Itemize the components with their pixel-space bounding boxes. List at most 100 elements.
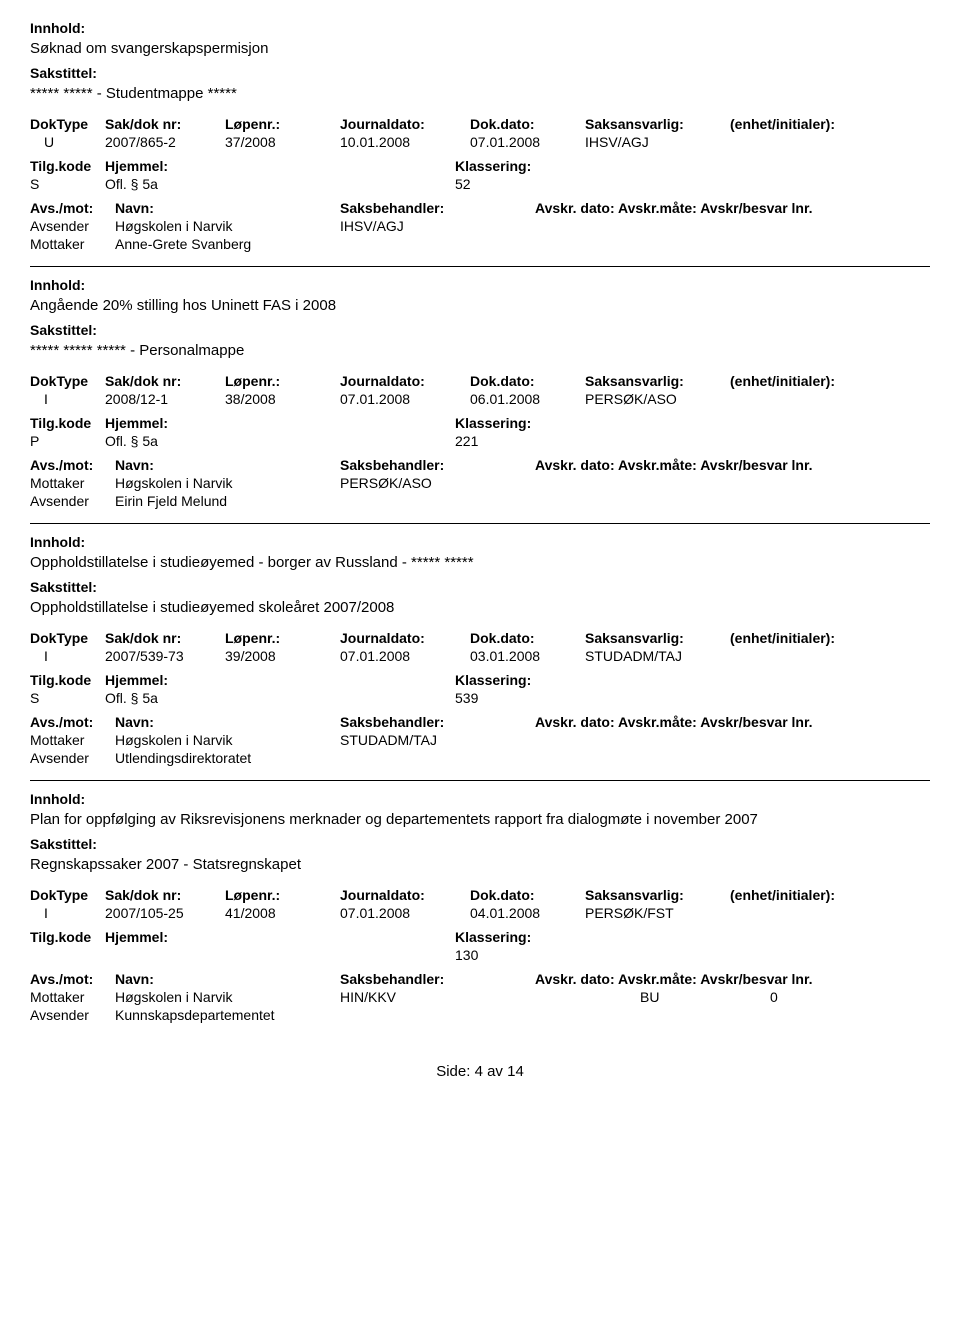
party-name: Høgskolen i Narvik — [115, 475, 340, 491]
meta-values: U 2007/865-2 37/2008 10.01.2008 07.01.20… — [30, 134, 930, 150]
avskr-dato — [535, 475, 640, 491]
v-tilgkode: S — [30, 690, 105, 706]
party-role: Avsender — [30, 218, 115, 234]
h-klassering: Klassering: — [455, 929, 590, 945]
hjemmel-values: S Ofl. § 5a 52 — [30, 176, 930, 192]
meta-values: I 2007/105-25 41/2008 07.01.2008 04.01.2… — [30, 905, 930, 921]
party-row: Mottaker Høgskolen i Narvik PERSØK/ASO — [30, 475, 930, 491]
hjemmel-headers: Tilg.kode Hjemmel: Klassering: — [30, 672, 930, 688]
h-avskr: Avskr. dato: Avskr.måte: Avskr/besvar ln… — [535, 971, 930, 987]
h-journaldato: Journaldato: — [340, 887, 470, 903]
party-name: Kunnskapsdepartementet — [115, 1007, 340, 1023]
h-lopenr: Løpenr.: — [225, 887, 340, 903]
journal-entry: Innhold: Oppholdstillatelse i studieøyem… — [30, 523, 930, 766]
avskr-dato — [535, 1007, 640, 1023]
h-saksbehandler: Saksbehandler: — [340, 714, 535, 730]
party-headers: Avs./mot: Navn: Saksbehandler: Avskr. da… — [30, 457, 930, 473]
innhold-text: Plan for oppfølging av Riksrevisjonens m… — [30, 811, 930, 828]
innhold-label: Innhold: — [30, 534, 930, 550]
party-row: Mottaker Anne-Grete Svanberg — [30, 236, 930, 252]
party-handler: STUDADM/TAJ — [340, 732, 535, 748]
avskr-lnr — [770, 493, 830, 509]
avskr-mate — [640, 750, 770, 766]
v-journaldato: 07.01.2008 — [340, 391, 470, 407]
sakstittel-text: ***** ***** - Studentmappe ***** — [30, 85, 930, 102]
page-footer: Side: 4 av 14 — [30, 1063, 930, 1080]
h-hjemmel: Hjemmel: — [105, 929, 455, 945]
party-row: Avsender Utlendingsdirektoratet — [30, 750, 930, 766]
party-name: Anne-Grete Svanberg — [115, 236, 340, 252]
party-row: Mottaker Høgskolen i Narvik STUDADM/TAJ — [30, 732, 930, 748]
v-dokdato: 07.01.2008 — [470, 134, 585, 150]
v-sakdok: 2008/12-1 — [105, 391, 225, 407]
avskr-mate — [640, 1007, 770, 1023]
party-role: Avsender — [30, 1007, 115, 1023]
v-sakdok: 2007/865-2 — [105, 134, 225, 150]
innhold-label: Innhold: — [30, 20, 930, 36]
v-tilgkode — [30, 947, 105, 963]
entry-divider — [30, 266, 930, 267]
avskr-lnr — [770, 750, 830, 766]
h-saksbehandler: Saksbehandler: — [340, 200, 535, 216]
v-enhet — [730, 134, 930, 150]
innhold-text: Søknad om svangerskapspermisjon — [30, 40, 930, 57]
v-saksansvarlig: PERSØK/ASO — [585, 391, 730, 407]
v-doktype: I — [30, 391, 105, 407]
party-handler: PERSØK/ASO — [340, 475, 535, 491]
h-avskr: Avskr. dato: Avskr.måte: Avskr/besvar ln… — [535, 714, 930, 730]
h-enhet: (enhet/initialer): — [730, 373, 930, 389]
sakstittel-label: Sakstittel: — [30, 65, 930, 81]
h-navn: Navn: — [115, 200, 340, 216]
h-avsmot: Avs./mot: — [30, 971, 115, 987]
avskr-lnr: 0 — [770, 989, 830, 1005]
h-saksansvarlig: Saksansvarlig: — [585, 373, 730, 389]
journal-entry: Innhold: Plan for oppfølging av Riksrevi… — [30, 780, 930, 1023]
h-journaldato: Journaldato: — [340, 373, 470, 389]
h-saksbehandler: Saksbehandler: — [340, 457, 535, 473]
v-hjemmel: Ofl. § 5a — [105, 433, 455, 449]
party-handler: HIN/KKV — [340, 989, 535, 1005]
avskr-dato — [535, 236, 640, 252]
h-navn: Navn: — [115, 714, 340, 730]
h-lopenr: Løpenr.: — [225, 630, 340, 646]
h-avsmot: Avs./mot: — [30, 200, 115, 216]
h-klassering: Klassering: — [455, 158, 590, 174]
party-row: Avsender Høgskolen i Narvik IHSV/AGJ — [30, 218, 930, 234]
h-dokdato: Dok.dato: — [470, 887, 585, 903]
h-dokdato: Dok.dato: — [470, 630, 585, 646]
h-sakdok: Sak/dok nr: — [105, 373, 225, 389]
party-role: Mottaker — [30, 732, 115, 748]
h-lopenr: Løpenr.: — [225, 116, 340, 132]
h-saksansvarlig: Saksansvarlig: — [585, 887, 730, 903]
party-role: Mottaker — [30, 475, 115, 491]
h-journaldato: Journaldato: — [340, 116, 470, 132]
v-enhet — [730, 648, 930, 664]
avskr-lnr — [770, 236, 830, 252]
party-role: Mottaker — [30, 236, 115, 252]
avskr-dato — [535, 493, 640, 509]
v-sakdok: 2007/539-73 — [105, 648, 225, 664]
party-name: Eirin Fjeld Melund — [115, 493, 340, 509]
avskr-mate — [640, 218, 770, 234]
meta-values: I 2008/12-1 38/2008 07.01.2008 06.01.200… — [30, 391, 930, 407]
v-sakdok: 2007/105-25 — [105, 905, 225, 921]
h-doktype: DokType — [30, 373, 105, 389]
avskr-lnr — [770, 218, 830, 234]
avskr-dato — [535, 989, 640, 1005]
journal-entry: Innhold: Søknad om svangerskapspermisjon… — [30, 20, 930, 252]
meta-headers: DokType Sak/dok nr: Løpenr.: Journaldato… — [30, 373, 930, 389]
sakstittel-label: Sakstittel: — [30, 836, 930, 852]
entry-divider — [30, 523, 930, 524]
h-enhet: (enhet/initialer): — [730, 887, 930, 903]
party-role: Mottaker — [30, 989, 115, 1005]
avskr-mate: BU — [640, 989, 770, 1005]
meta-headers: DokType Sak/dok nr: Løpenr.: Journaldato… — [30, 116, 930, 132]
h-navn: Navn: — [115, 457, 340, 473]
avskr-dato — [535, 218, 640, 234]
party-role: Avsender — [30, 750, 115, 766]
v-enhet — [730, 905, 930, 921]
party-role: Avsender — [30, 493, 115, 509]
v-journaldato: 07.01.2008 — [340, 648, 470, 664]
v-tilgkode: P — [30, 433, 105, 449]
h-enhet: (enhet/initialer): — [730, 116, 930, 132]
